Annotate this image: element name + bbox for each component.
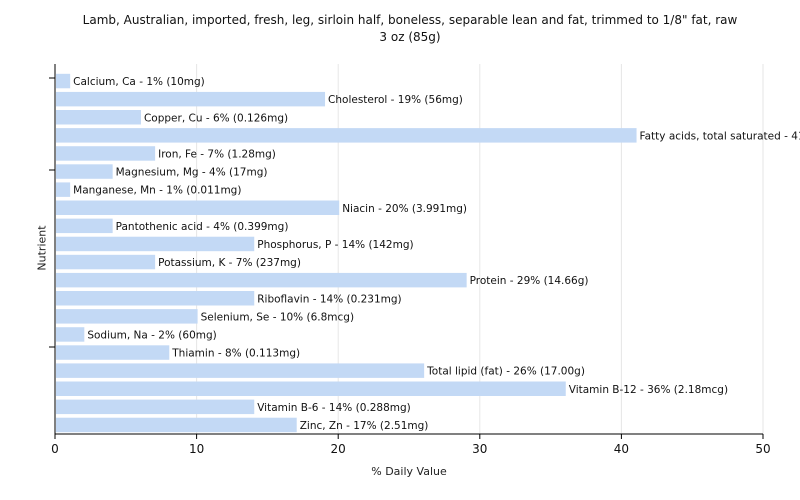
bar bbox=[56, 182, 71, 197]
bar-label: Riboflavin - 14% (0.231mg) bbox=[257, 293, 401, 305]
x-tick-label: 40 bbox=[614, 442, 629, 456]
bar bbox=[56, 417, 297, 433]
bar-label: Manganese, Mn - 1% (0.011mg) bbox=[73, 185, 241, 197]
bar bbox=[56, 345, 170, 360]
bar-label: Vitamin B-12 - 36% (2.18mcg) bbox=[569, 384, 728, 396]
bar-label: Pantothenic acid - 4% (0.399mg) bbox=[116, 221, 289, 233]
x-axis-label: % Daily Value bbox=[371, 465, 447, 478]
bar-label: Iron, Fe - 7% (1.28mg) bbox=[158, 148, 276, 160]
bar bbox=[56, 218, 113, 234]
x-tick-label: 30 bbox=[472, 442, 487, 456]
x-tick-label: 50 bbox=[755, 442, 770, 456]
bar-label: Vitamin B-6 - 14% (0.288mg) bbox=[257, 402, 411, 414]
bar bbox=[56, 381, 566, 396]
bar bbox=[56, 291, 255, 306]
bar-label: Fatty acids, total saturated - 41% (8.29… bbox=[640, 130, 800, 142]
bar-label: Potassium, K - 7% (237mg) bbox=[158, 257, 301, 269]
bar bbox=[56, 73, 71, 89]
bar bbox=[56, 200, 340, 215]
bar-label: Total lipid (fat) - 26% (17.00g) bbox=[426, 366, 585, 378]
bar bbox=[56, 91, 326, 107]
bar bbox=[56, 254, 156, 270]
bar bbox=[56, 327, 85, 342]
bar-label: Niacin - 20% (3.991mg) bbox=[342, 203, 467, 215]
chart-title: Lamb, Australian, imported, fresh, leg, … bbox=[40, 12, 780, 46]
x-tick-label: 0 bbox=[51, 442, 59, 456]
bar bbox=[56, 272, 467, 288]
bar-label: Cholesterol - 19% (56mg) bbox=[328, 94, 463, 106]
bar-label: Sodium, Na - 2% (60mg) bbox=[87, 329, 216, 341]
bar bbox=[56, 146, 156, 161]
bar-label: Protein - 29% (14.66g) bbox=[470, 275, 589, 287]
bar-label: Zinc, Zn - 17% (2.51mg) bbox=[300, 420, 429, 432]
bar-label: Selenium, Se - 10% (6.8mcg) bbox=[201, 311, 354, 323]
bar bbox=[56, 309, 198, 324]
bar-label: Magnesium, Mg - 4% (17mg) bbox=[116, 167, 268, 179]
x-tick-label: 20 bbox=[331, 442, 346, 456]
chart-title-text: Lamb, Australian, imported, fresh, leg, … bbox=[82, 13, 738, 27]
bar-label: Phosphorus, P - 14% (142mg) bbox=[257, 239, 413, 251]
x-tick-label: 10 bbox=[189, 442, 204, 456]
chart-subtitle-text: 3 oz (85g) bbox=[379, 30, 441, 44]
bar bbox=[56, 128, 637, 143]
bar-label: Calcium, Ca - 1% (10mg) bbox=[73, 76, 205, 88]
bar bbox=[56, 164, 113, 179]
bar bbox=[56, 110, 141, 125]
bar bbox=[56, 399, 255, 415]
bar bbox=[56, 363, 425, 378]
y-axis-label: Nutrient bbox=[35, 225, 49, 271]
bar-label: Copper, Cu - 6% (0.126mg) bbox=[144, 112, 288, 124]
bar-label: Thiamin - 8% (0.113mg) bbox=[171, 348, 300, 360]
bar bbox=[56, 236, 255, 252]
